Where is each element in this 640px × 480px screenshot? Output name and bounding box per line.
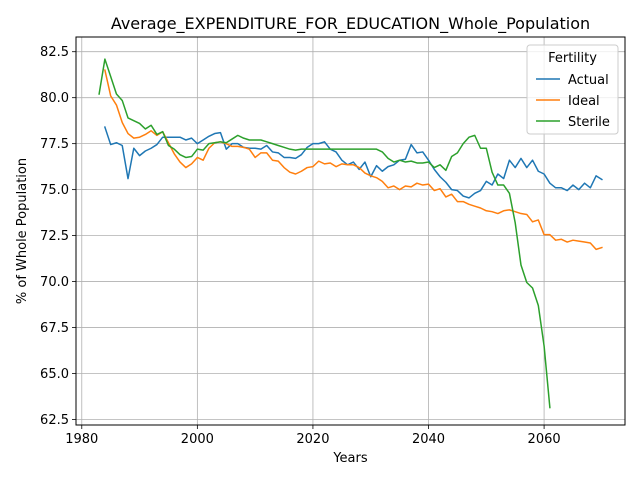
- series-lines: [98, 58, 603, 409]
- y-tick-label: 80.0: [40, 91, 69, 106]
- y-axis-title: % of Whole Population: [15, 158, 30, 304]
- legend-title: Fertility: [548, 51, 597, 66]
- y-tick-label: 82.5: [40, 45, 69, 60]
- y-tick-label: 72.5: [40, 229, 69, 244]
- series-line-actual: [103, 126, 603, 199]
- y-tick-label: 77.5: [40, 137, 69, 152]
- legend-box: [526, 44, 619, 135]
- chart-title: Average_EXPENDITURE_FOR_EDUCATION_Whole_…: [111, 14, 590, 34]
- y-tick-label: 70.0: [40, 275, 69, 290]
- legend-label: Actual: [568, 73, 609, 88]
- x-tick-label: 2000: [181, 432, 214, 447]
- x-tick-label: 2020: [296, 432, 329, 447]
- legend: Fertility Actual Ideal Sterile: [526, 44, 619, 135]
- axis-ticks: 1980 2000 2020 2040 2060 62.5 65.0 67.5 70.0 72.5…: [40, 45, 561, 447]
- x-tick-label: 1980: [65, 432, 98, 447]
- x-axis-title: Years: [332, 451, 368, 466]
- y-tick-label: 62.5: [40, 413, 69, 428]
- legend-label: Ideal: [568, 94, 600, 109]
- legend-entries: Actual Ideal Sterile: [536, 73, 610, 130]
- plot-frame: [75, 36, 626, 426]
- legend-label: Sterile: [568, 115, 610, 130]
- series-line-ideal: [103, 69, 603, 251]
- y-tick-label: 67.5: [40, 321, 69, 336]
- y-tick-label: 65.0: [40, 367, 69, 382]
- x-tick-label: 2060: [528, 432, 561, 447]
- grid: [76, 37, 625, 425]
- x-tick-label: 2040: [412, 432, 445, 447]
- series-line-sterile: [98, 58, 551, 409]
- y-tick-label: 75.0: [40, 183, 69, 198]
